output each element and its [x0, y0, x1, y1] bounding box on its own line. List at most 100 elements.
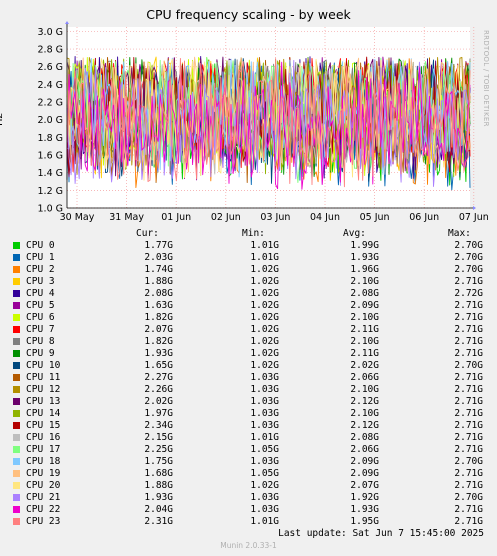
- legend-row: CPU 15 2.34G 1.03G 2.12G 2.71G: [0, 420, 497, 432]
- legend-min-value: 1.02G: [250, 348, 279, 359]
- legend-series-name: CPU 3: [26, 276, 55, 287]
- legend-max-value: 2.70G: [454, 492, 483, 503]
- header-avg: Avg:: [343, 228, 366, 239]
- legend-avg-value: 1.93G: [350, 252, 379, 263]
- x-tick-label: 31 May: [109, 212, 144, 223]
- legend-min-value: 1.02G: [250, 264, 279, 275]
- legend-cur-value: 2.07G: [144, 324, 173, 335]
- legend-row: CPU 18 1.75G 1.03G 2.09G 2.70G: [0, 456, 497, 468]
- legend-swatch: [13, 254, 20, 261]
- legend-cur-value: 1.63G: [144, 300, 173, 311]
- legend-min-value: 1.02G: [250, 300, 279, 311]
- x-axis-arrow: [473, 206, 476, 210]
- legend-min-value: 1.02G: [250, 324, 279, 335]
- legend-cur-value: 1.88G: [144, 276, 173, 287]
- legend-cur-value: 2.02G: [144, 396, 173, 407]
- legend-series-name: CPU 6: [26, 312, 55, 323]
- legend-cur-value: 2.27G: [144, 372, 173, 383]
- legend-row: CPU 0 1.77G 1.01G 1.99G 2.70G: [0, 240, 497, 252]
- legend-max-value: 2.71G: [454, 444, 483, 455]
- legend-min-value: 1.03G: [250, 492, 279, 503]
- x-tick-label: 07 Jun: [459, 212, 489, 223]
- legend-max-value: 2.71G: [454, 372, 483, 383]
- legend-series-name: CPU 11: [26, 372, 61, 383]
- y-tick-label: 1.6 G: [38, 151, 64, 162]
- legend-cur-value: 2.26G: [144, 384, 173, 395]
- legend-cur-value: 1.77G: [144, 240, 173, 251]
- legend-swatch: [13, 410, 20, 417]
- legend-row: CPU 10 1.65G 1.02G 2.02G 2.70G: [0, 360, 497, 372]
- legend-cur-value: 2.25G: [144, 444, 173, 455]
- y-tick-label: 1.4 G: [38, 168, 64, 179]
- legend-cur-value: 1.75G: [144, 456, 173, 467]
- header-min: Min:: [242, 228, 265, 239]
- legend-row: CPU 19 1.68G 1.05G 2.09G 2.71G: [0, 468, 497, 480]
- legend-swatch: [13, 362, 20, 369]
- series-line-cpu-23: [66, 57, 471, 188]
- legend-row: CPU 12 2.26G 1.03G 2.10G 2.71G: [0, 384, 497, 396]
- legend-series-name: CPU 0: [26, 240, 55, 251]
- legend-series-name: CPU 17: [26, 444, 61, 455]
- legend-avg-value: 2.09G: [350, 468, 379, 479]
- legend-max-value: 2.71G: [454, 336, 483, 347]
- legend-cur-value: 1.93G: [144, 348, 173, 359]
- legend-max-value: 2.71G: [454, 348, 483, 359]
- legend-swatch: [13, 302, 20, 309]
- legend-series-name: CPU 2: [26, 264, 55, 275]
- legend-max-value: 2.71G: [454, 408, 483, 419]
- legend-series-name: CPU 19: [26, 468, 61, 479]
- legend-series-name: CPU 4: [26, 288, 55, 299]
- legend-swatch: [13, 266, 20, 273]
- legend-avg-value: 2.11G: [350, 348, 379, 359]
- rrdtool-credit: RRDTOOL / TOBI OETIKER: [482, 30, 490, 127]
- legend-swatch: [13, 506, 20, 513]
- x-tick-label: 02 Jun: [211, 212, 241, 223]
- legend-cur-value: 2.03G: [144, 252, 173, 263]
- legend-swatch: [13, 278, 20, 285]
- legend-avg-value: 1.95G: [350, 516, 379, 527]
- legend-min-value: 1.05G: [250, 468, 279, 479]
- x-tick-label: 04 Jun: [310, 212, 340, 223]
- legend-min-value: 1.03G: [250, 456, 279, 467]
- x-tick-label: 05 Jun: [360, 212, 390, 223]
- legend-series-name: CPU 15: [26, 420, 61, 431]
- x-tick-label: 30 May: [60, 212, 95, 223]
- legend-avg-value: 2.09G: [350, 456, 379, 467]
- legend-row: CPU 20 1.88G 1.02G 2.07G 2.71G: [0, 480, 497, 492]
- legend-min-value: 1.01G: [250, 252, 279, 263]
- legend-max-value: 2.71G: [454, 300, 483, 311]
- x-tick-label: 03 Jun: [260, 212, 290, 223]
- y-tick-label: 1.0 G: [38, 204, 64, 215]
- legend-min-value: 1.02G: [250, 480, 279, 491]
- legend-row: CPU 11 2.27G 1.03G 2.06G 2.71G: [0, 372, 497, 384]
- legend-max-value: 2.71G: [454, 516, 483, 527]
- legend-swatch: [13, 290, 20, 297]
- legend-avg-value: 2.10G: [350, 276, 379, 287]
- legend-avg-value: 2.10G: [350, 336, 379, 347]
- legend-cur-value: 2.08G: [144, 288, 173, 299]
- legend-row: CPU 2 1.74G 1.02G 1.96G 2.70G: [0, 264, 497, 276]
- legend-row: CPU 17 2.25G 1.05G 2.06G 2.71G: [0, 444, 497, 456]
- y-tick-label: 2.4 G: [38, 80, 64, 91]
- legend-max-value: 2.71G: [454, 432, 483, 443]
- chart-plot: 1.0 G 1.2 G 1.4 G 1.6 G 1.8 G 2.0 G 2.2 G 2.4 G…: [38, 21, 489, 223]
- legend-cur-value: 1.97G: [144, 408, 173, 419]
- legend-avg-value: 2.12G: [350, 396, 379, 407]
- legend-row: CPU 21 1.93G 1.03G 1.92G 2.70G: [0, 492, 497, 504]
- legend-min-value: 1.03G: [250, 408, 279, 419]
- legend-series-name: CPU 7: [26, 324, 55, 335]
- legend-swatch: [13, 374, 20, 381]
- legend-min-value: 1.03G: [250, 420, 279, 431]
- y-tick-label: 2.8 G: [38, 45, 64, 56]
- legend-swatch: [13, 422, 20, 429]
- legend-avg-value: 1.96G: [350, 264, 379, 275]
- legend-max-value: 2.71G: [454, 420, 483, 431]
- legend-avg-value: 2.10G: [350, 384, 379, 395]
- legend-series-name: CPU 5: [26, 300, 55, 311]
- y-tick-label: 1.2 G: [38, 186, 64, 197]
- legend-row: CPU 14 1.97G 1.03G 2.10G 2.71G: [0, 408, 497, 420]
- legend-cur-value: 1.68G: [144, 468, 173, 479]
- legend-avg-value: 2.09G: [350, 300, 379, 311]
- legend-cur-value: 2.31G: [144, 516, 173, 527]
- y-tick-label: 1.8 G: [38, 133, 64, 144]
